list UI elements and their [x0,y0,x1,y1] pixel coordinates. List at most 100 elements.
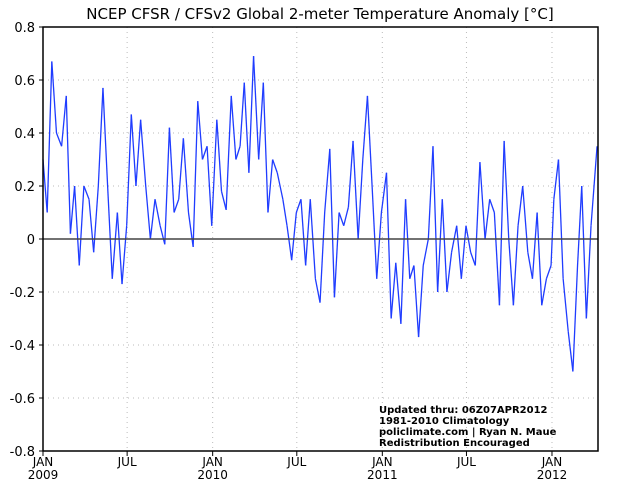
series-segment [258,82,264,160]
series-segment [291,212,297,261]
series-segment [111,212,119,279]
series-segment [83,185,90,200]
series-segment [567,331,574,372]
series-segment [252,56,260,160]
series-segment [319,212,326,303]
series-segment [78,185,85,266]
series-segment [413,265,420,338]
series-segment [522,185,529,253]
x-tick-label-year: 2011 [367,468,398,480]
series-segment [446,252,453,293]
series-segment [517,185,524,226]
series-segment [192,101,199,247]
x-tick-label-year: 2009 [28,468,59,480]
series-segment [282,199,288,226]
series-segment [211,119,218,226]
series-segment [65,95,72,234]
series-segment [536,212,543,306]
annotation-redistribution: Redistribution Encouraged [379,438,530,449]
series-line [42,56,598,372]
series-segment [347,140,354,208]
series-segment [572,265,579,372]
y-tick-label: 0.4 [14,127,35,142]
series-segment [164,127,171,245]
series-segment [427,146,434,240]
series-segment [286,225,293,261]
series-segment [474,162,481,266]
series-segment [187,212,194,248]
series-segment [139,119,147,187]
series-segment [154,199,161,226]
series-segment [553,159,560,200]
series-segment [197,101,204,160]
series-segment [562,278,569,332]
series-segment [230,95,237,160]
series-segment [460,225,467,279]
series-segment [366,95,373,187]
series-segment [409,265,415,279]
series-segment [590,146,598,226]
annotation-block: Updated thru: 06Z07APR2012 1981-2010 Cli… [379,405,557,449]
series-segment [178,138,185,200]
series-segment [395,262,402,324]
series-segment [493,212,501,306]
series-segment [489,199,495,213]
series-segment [314,278,321,303]
y-tick-label: -0.4 [10,339,35,354]
series-segment [333,212,340,298]
series-segment [97,87,104,187]
series-segment [376,212,383,279]
series-segment [371,185,378,279]
series-segment [324,148,331,213]
series-segment [300,199,307,266]
series-segment [432,146,439,293]
series-segment [352,140,359,240]
series-segment [498,140,505,306]
series-segment [422,238,429,266]
series-segment [479,162,486,240]
plot-frame [42,26,599,452]
x-tick-label-year: 2012 [537,468,568,480]
series-segment [557,159,564,279]
annotation-climatology: 1981-2010 Climatology [379,416,510,427]
x-tick-label-month: JAN [201,455,223,469]
series-segment [51,61,58,134]
series-segment [576,185,583,266]
series-segment [585,225,592,319]
series-segment [145,185,152,240]
series-segment [503,140,510,240]
series-segment [88,199,95,253]
x-tick-label-month: JUL [117,455,137,469]
series-segment [235,146,241,160]
series-segment [380,172,388,213]
series-segment [276,172,284,200]
series-segment [243,82,250,173]
series-segment [484,199,491,240]
y-tick-label: -0.8 [10,445,35,460]
y-tick-label: 0.8 [14,21,35,36]
series-segment [239,82,245,147]
series-segment [545,265,552,279]
series-segment [508,238,515,306]
series-segment [116,212,123,285]
series-segment [173,199,180,213]
y-tick-label: -0.2 [10,286,35,301]
series-segment [159,225,166,245]
annotation-credit: policlimate.com | Ryan N. Maue [379,427,557,438]
series-segment [343,207,350,226]
series-segment [304,199,311,266]
series-segment [225,95,232,210]
annotation-updated: Updated thru: 06Z07APR2012 [379,405,548,416]
series-segment [60,95,67,147]
series-segment [512,225,519,306]
axes [39,26,599,456]
series-segment [168,127,175,213]
series-segment [400,199,407,324]
series-segment [267,159,274,213]
series-segment [126,114,132,226]
series-segment [182,138,190,213]
series-segment [135,119,142,187]
series-segment [248,56,255,173]
x-tick-label-month: JAN [541,455,563,469]
